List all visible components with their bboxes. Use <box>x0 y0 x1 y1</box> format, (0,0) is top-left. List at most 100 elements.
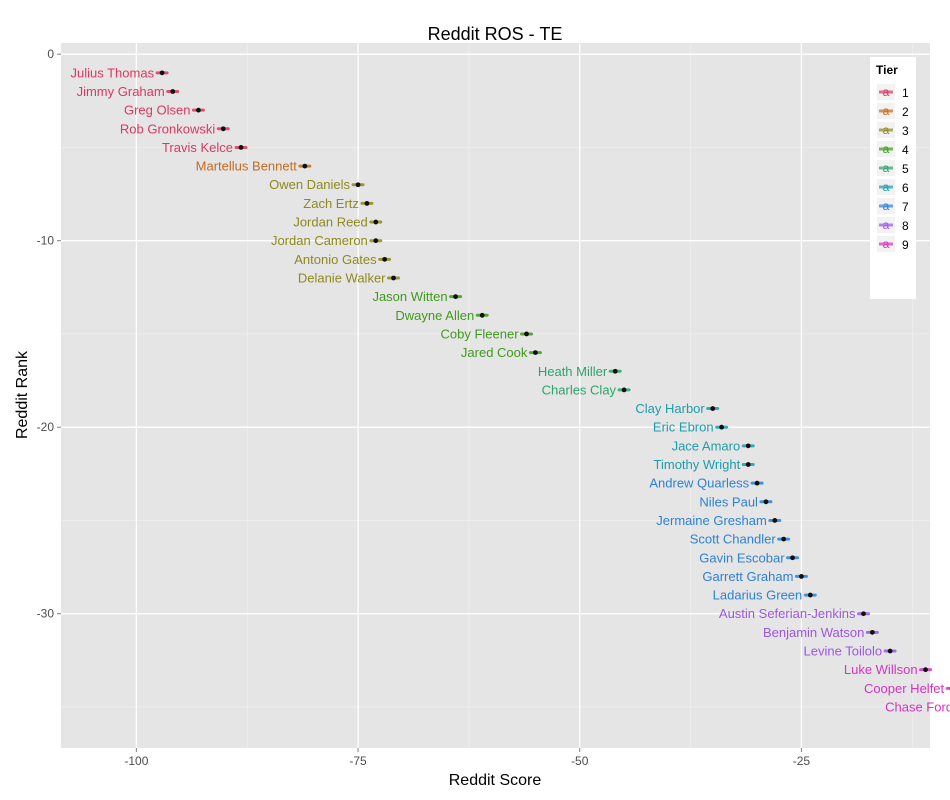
data-point-group: Jason Witten <box>372 289 463 304</box>
data-label: Jordan Cameron <box>271 233 368 248</box>
legend-key-glyph: a <box>883 104 890 118</box>
legend-key-glyph: a <box>883 123 890 137</box>
data-point-group: Scott Chandler <box>690 532 791 547</box>
data-label: Coby Fleener <box>440 326 519 341</box>
data-point-group: Levine Toilolo <box>804 644 897 659</box>
data-point-group: Coby Fleener <box>440 326 534 341</box>
data-label: Jordan Reed <box>293 215 367 230</box>
legend-entry-label: 8 <box>902 219 909 233</box>
legend-key-glyph: a <box>883 218 890 232</box>
data-label: Rob Gronkowski <box>120 121 215 136</box>
y-tick-label: 0 <box>47 47 54 61</box>
data-point <box>524 331 529 337</box>
grid-layer <box>61 43 930 748</box>
data-label: Cooper Helfet <box>864 681 945 696</box>
data-label: Austin Seferian-Jenkins <box>719 606 856 621</box>
data-label: Zach Ertz <box>303 196 359 211</box>
data-label: Timothy Wright <box>654 457 741 472</box>
legend-entry-label: 6 <box>902 181 909 195</box>
data-point-group: Chase Ford <box>885 699 950 714</box>
data-point <box>364 200 370 206</box>
data-point-group: Rob Gronkowski <box>120 121 230 136</box>
data-label: Owen Daniels <box>269 177 350 192</box>
data-point <box>196 107 201 113</box>
legend: Tier a 1a 2a 3a 4a 5a 6a 7a 8a 9 <box>870 57 916 299</box>
legend-key-glyph: a <box>883 199 890 213</box>
axis-ticks: -100 -75 -50 -25 0 -10 -20 -30 <box>37 47 811 768</box>
data-point <box>302 163 308 169</box>
data-point-group: Cooper Helfet <box>864 681 950 696</box>
data-label: Martellus Bennett <box>196 159 298 174</box>
data-point-group: Martellus Bennett <box>196 159 312 174</box>
data-point-group: Zach Ertz <box>303 196 374 211</box>
data-label: Antonio Gates <box>294 252 377 267</box>
legend-key-glyph: a <box>883 85 890 99</box>
data-label: Benjamin Watson <box>763 625 864 640</box>
data-point <box>763 499 769 505</box>
legend-key-glyph: a <box>883 237 890 251</box>
data-point-group: Owen Daniels <box>269 177 365 192</box>
data-point-group: Jordan Reed <box>293 215 383 230</box>
y-axis-title: Reddit Rank <box>14 350 31 439</box>
data-point <box>754 480 760 486</box>
data-point-group: Jace Amaro <box>672 438 755 453</box>
data-label: Greg Olsen <box>124 103 190 118</box>
data-label: Jimmy Graham <box>77 84 165 99</box>
data-point-group: Jimmy Graham <box>77 84 180 99</box>
data-point <box>861 611 866 617</box>
data-label: Niles Paul <box>699 494 758 509</box>
x-tick-label: -75 <box>349 754 367 768</box>
data-point <box>745 443 751 449</box>
data-label: Levine Toilolo <box>804 644 883 659</box>
data-label: Charles Clay <box>542 382 617 397</box>
data-point <box>621 387 627 393</box>
data-label: Jermaine Gresham <box>656 513 767 528</box>
data-point-group: Jordan Cameron <box>271 233 383 248</box>
data-point <box>710 406 716 411</box>
data-point-group: Benjamin Watson <box>763 625 879 640</box>
data-label: Julius Thomas <box>71 65 155 80</box>
data-point <box>807 592 813 598</box>
y-tick-label: -30 <box>37 607 55 621</box>
data-point <box>170 89 176 94</box>
data-label: Heath Miller <box>538 364 608 379</box>
x-tick-label: -25 <box>793 754 811 768</box>
data-point-group: Jared Cook <box>461 345 542 360</box>
legend-entry-label: 3 <box>902 124 909 138</box>
data-point <box>781 536 787 542</box>
data-point <box>453 294 458 300</box>
data-point <box>355 182 361 188</box>
data-point-group: Julius Thomas <box>71 65 169 80</box>
legend-entry-label: 1 <box>902 86 909 100</box>
data-label: Clay Harbor <box>635 401 705 416</box>
data-point <box>373 219 379 225</box>
data-point-group: Eric Ebron <box>653 420 729 435</box>
data-point-group: Clay Harbor <box>635 401 720 416</box>
data-point <box>533 350 538 356</box>
data-point-group: Heath Miller <box>538 364 622 379</box>
chart-title: Reddit ROS - TE <box>428 24 563 44</box>
legend-key-glyph: a <box>883 180 890 194</box>
data-label: Luke Willson <box>844 662 918 677</box>
plot-panel <box>61 43 930 748</box>
y-tick-label: -10 <box>37 234 55 248</box>
data-point <box>799 574 804 579</box>
x-axis-title: Reddit Score <box>449 772 542 789</box>
data-point-group: Jermaine Gresham <box>656 513 782 528</box>
data-label: Chase Ford <box>885 699 950 714</box>
data-point <box>719 424 725 430</box>
x-tick-label: -50 <box>571 754 589 768</box>
data-point-group: Dwayne Allen <box>395 308 489 323</box>
data-point-group: Gavin Escobar <box>699 550 800 565</box>
data-point-group: Antonio Gates <box>294 252 392 267</box>
data-point-group: Charles Clay <box>542 382 631 397</box>
legend-key-glyph: a <box>883 161 890 175</box>
